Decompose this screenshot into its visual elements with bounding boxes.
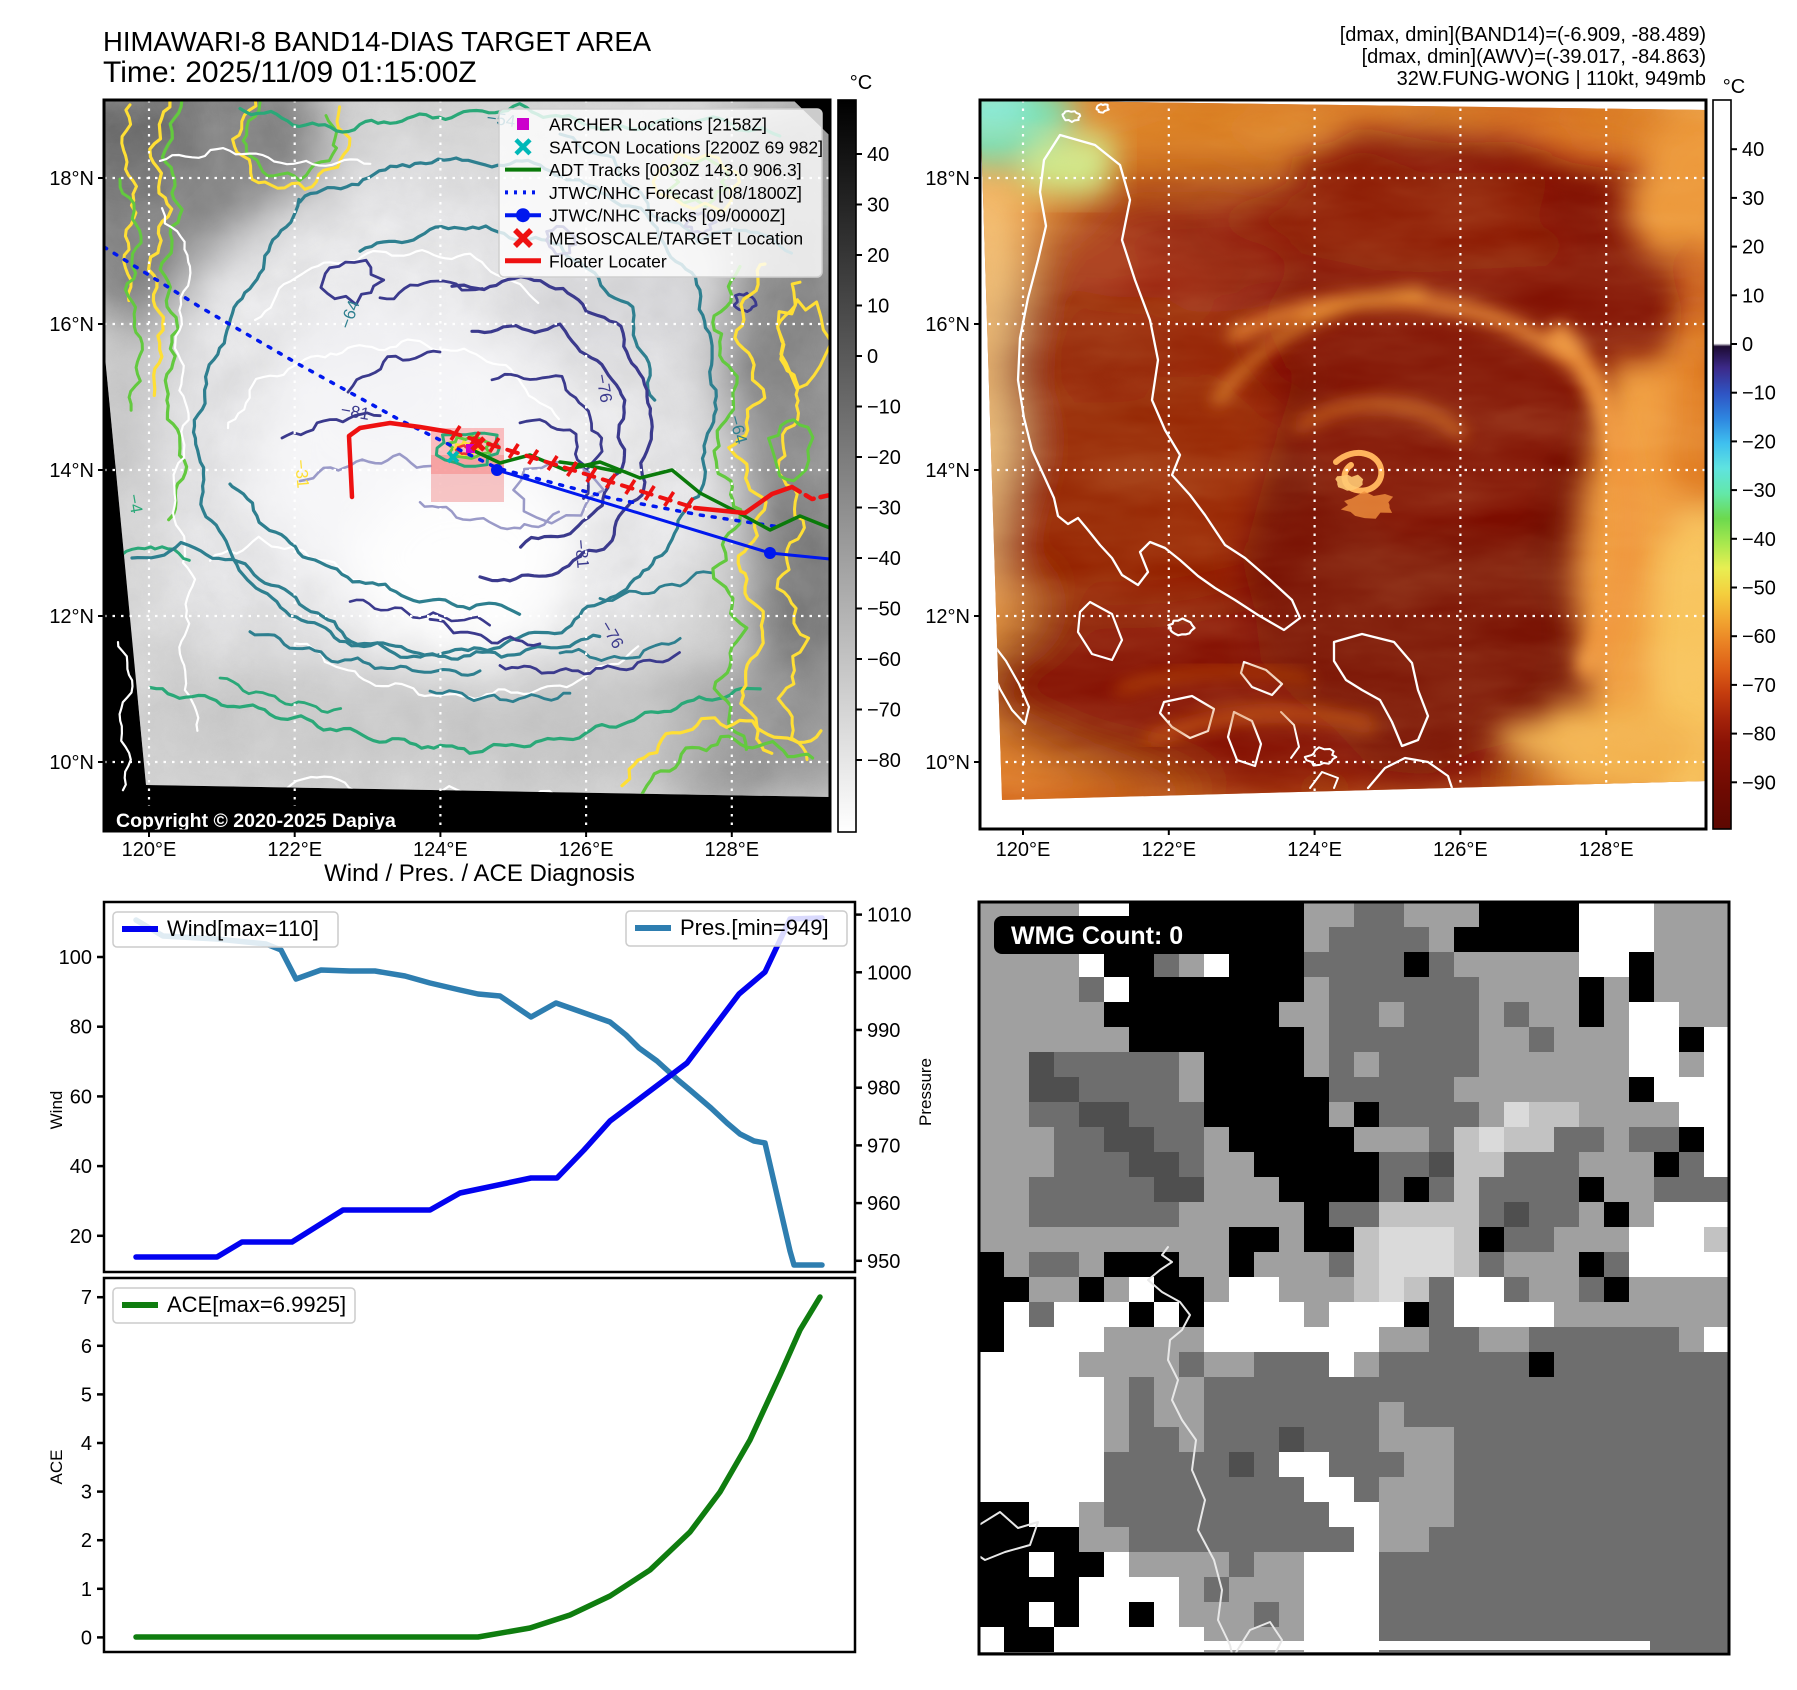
svg-text:[dmax, dmin](AWV)=(-39.017, -8: [dmax, dmin](AWV)=(-39.017, -84.863)	[1362, 46, 1706, 68]
svg-text:0: 0	[1742, 334, 1753, 356]
svg-text:40: 40	[1742, 139, 1764, 161]
svg-text:Wind: Wind	[47, 1091, 66, 1130]
svg-text:−20: −20	[1742, 431, 1776, 453]
svg-text:120°E: 120°E	[996, 839, 1051, 861]
svg-text:−4: −4	[124, 492, 146, 514]
svg-text:5: 5	[81, 1384, 92, 1406]
svg-text:1010: 1010	[867, 905, 912, 927]
svg-text:−76: −76	[592, 372, 616, 404]
svg-text:20: 20	[867, 245, 889, 267]
svg-text:Pres.[min=949]: Pres.[min=949]	[680, 915, 829, 940]
svg-text:10°N: 10°N	[49, 752, 94, 774]
svg-text:32W.FUNG-WONG | 110kt, 949mb: 32W.FUNG-WONG | 110kt, 949mb	[1397, 68, 1706, 90]
svg-text:2: 2	[81, 1530, 92, 1552]
svg-text:10: 10	[867, 296, 889, 318]
svg-text:7: 7	[81, 1287, 92, 1309]
svg-text:HIMAWARI-8 BAND14-DIAS TARGET: HIMAWARI-8 BAND14-DIAS TARGET AREA	[103, 26, 652, 57]
svg-text:WMG Count: 0: WMG Count: 0	[1011, 922, 1183, 950]
svg-text:4: 4	[81, 1433, 92, 1455]
svg-text:0: 0	[81, 1627, 92, 1649]
svg-text:Floater Locater: Floater Locater	[549, 251, 667, 271]
svg-text:10: 10	[1742, 285, 1764, 307]
svg-text:122°E: 122°E	[267, 839, 322, 861]
svg-text:Copyright © 2020-2025 Dapiya: Copyright © 2020-2025 Dapiya	[116, 810, 396, 832]
svg-text:Time: 2025/11/09 01:15:00Z: Time: 2025/11/09 01:15:00Z	[103, 56, 477, 89]
svg-text:−60: −60	[867, 649, 901, 671]
svg-text:6: 6	[81, 1336, 92, 1358]
svg-text:−80: −80	[867, 750, 901, 772]
svg-text:124°E: 124°E	[413, 839, 468, 861]
svg-text:−10: −10	[867, 397, 901, 419]
svg-text:950: 950	[867, 1251, 900, 1273]
svg-text:124°E: 124°E	[1287, 839, 1342, 861]
svg-text:128°E: 128°E	[1579, 839, 1634, 861]
svg-text:−10: −10	[1742, 383, 1776, 405]
svg-text:Wind / Pres. / ACE Diagnosis: Wind / Pres. / ACE Diagnosis	[324, 860, 635, 887]
svg-text:126°E: 126°E	[1433, 839, 1488, 861]
svg-text:°C: °C	[1723, 76, 1745, 98]
svg-text:−30: −30	[867, 498, 901, 520]
svg-text:970: 970	[867, 1135, 900, 1157]
svg-text:990: 990	[867, 1020, 900, 1042]
svg-text:JTWC/NHC Forecast [08/1800Z]: JTWC/NHC Forecast [08/1800Z]	[549, 183, 802, 203]
svg-text:ADT Tracks [0030Z 143.0 906.3]: ADT Tracks [0030Z 143.0 906.3]	[549, 160, 802, 180]
svg-text:−60: −60	[1742, 626, 1776, 648]
svg-text:−40: −40	[867, 548, 901, 570]
svg-text:−70: −70	[1742, 675, 1776, 697]
svg-text:ACE[max=6.9925]: ACE[max=6.9925]	[167, 1292, 346, 1317]
svg-text:14°N: 14°N	[925, 460, 970, 482]
svg-text:−70: −70	[867, 700, 901, 722]
svg-text:80: 80	[70, 1017, 92, 1039]
svg-text:−90: −90	[1742, 772, 1776, 794]
svg-text:0: 0	[867, 346, 878, 368]
svg-text:SATCON Locations [2200Z 69 982: SATCON Locations [2200Z 69 982]	[549, 137, 823, 157]
svg-text:JTWC/NHC Tracks [09/0000Z]: JTWC/NHC Tracks [09/0000Z]	[549, 206, 785, 226]
svg-text:MESOSCALE/TARGET Location: MESOSCALE/TARGET Location	[549, 229, 803, 249]
svg-text:100: 100	[59, 947, 92, 969]
svg-text:12°N: 12°N	[925, 606, 970, 628]
svg-text:960: 960	[867, 1193, 900, 1215]
svg-text:−31: −31	[291, 459, 312, 489]
svg-text:−50: −50	[1742, 578, 1776, 600]
svg-text:126°E: 126°E	[559, 839, 614, 861]
svg-text:[dmax, dmin](BAND14)=(-6.909,: [dmax, dmin](BAND14)=(-6.909, -88.489)	[1340, 24, 1706, 46]
svg-text:40: 40	[70, 1156, 92, 1178]
svg-text:20: 20	[1742, 237, 1764, 259]
svg-text:980: 980	[867, 1078, 900, 1100]
svg-text:128°E: 128°E	[704, 839, 759, 861]
svg-text:−40: −40	[1742, 529, 1776, 551]
svg-text:40: 40	[867, 144, 889, 166]
svg-text:10°N: 10°N	[925, 752, 970, 774]
svg-text:12°N: 12°N	[49, 606, 94, 628]
svg-text:120°E: 120°E	[122, 839, 177, 861]
svg-text:30: 30	[867, 195, 889, 217]
svg-text:−20: −20	[867, 447, 901, 469]
svg-text:−30: −30	[1742, 480, 1776, 502]
svg-text:14°N: 14°N	[49, 460, 94, 482]
svg-text:60: 60	[70, 1086, 92, 1108]
svg-text:ACE: ACE	[47, 1450, 66, 1485]
svg-text:20: 20	[70, 1226, 92, 1248]
svg-text:16°N: 16°N	[49, 314, 94, 336]
svg-text:122°E: 122°E	[1141, 839, 1196, 861]
svg-text:3: 3	[81, 1482, 92, 1504]
svg-text:−50: −50	[867, 599, 901, 621]
svg-text:30: 30	[1742, 188, 1764, 210]
svg-text:16°N: 16°N	[925, 314, 970, 336]
svg-text:ARCHER Locations [2158Z]: ARCHER Locations [2158Z]	[549, 115, 767, 135]
svg-text:°C: °C	[850, 72, 872, 94]
svg-text:Wind[max=110]: Wind[max=110]	[167, 916, 319, 941]
svg-text:Pressure: Pressure	[916, 1058, 935, 1126]
svg-text:−80: −80	[1742, 724, 1776, 746]
svg-text:−81: −81	[571, 539, 592, 569]
svg-text:18°N: 18°N	[49, 168, 94, 190]
svg-text:1000: 1000	[867, 962, 912, 984]
svg-text:1: 1	[81, 1579, 92, 1601]
svg-text:18°N: 18°N	[925, 168, 970, 190]
svg-text:−81: −81	[339, 400, 371, 424]
